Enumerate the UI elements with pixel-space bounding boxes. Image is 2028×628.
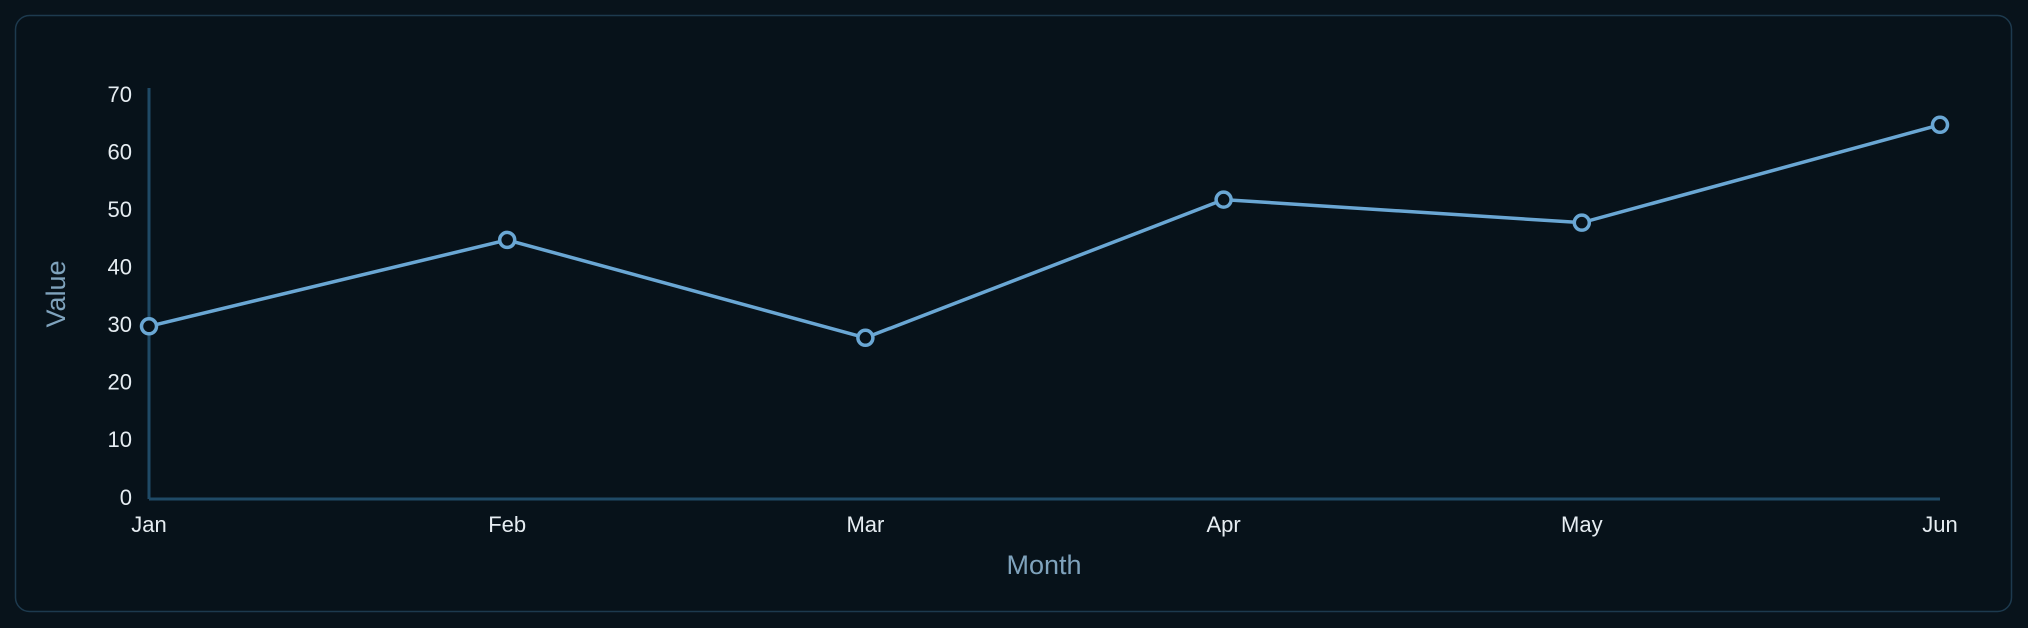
y-tick-label: 60 <box>108 139 132 164</box>
point <box>497 230 517 250</box>
y-tick-label: 10 <box>108 427 132 452</box>
y-tick-label: 70 <box>108 82 132 107</box>
x-tick-label: Jan <box>131 512 166 537</box>
x-tick-label: Apr <box>1206 512 1240 537</box>
x-tick-label: Feb <box>488 512 526 537</box>
x-axis-title: Month <box>1006 550 1081 580</box>
point <box>139 317 159 336</box>
card <box>14 14 2013 613</box>
x-tick-label: Jun <box>1922 512 1957 537</box>
y-tick-label: 0 <box>120 485 132 510</box>
y-tick-label: 40 <box>108 255 132 280</box>
x-tick-label: May <box>1561 512 1603 537</box>
line <box>148 123 1941 340</box>
y-tick-label: 20 <box>108 370 132 395</box>
point <box>1214 190 1233 209</box>
point <box>1572 213 1592 232</box>
y-tick-label: 50 <box>108 197 132 222</box>
y-axis-title: Value <box>41 260 71 327</box>
point <box>1930 115 1950 135</box>
y-tick-label: 30 <box>108 312 132 337</box>
x-tick-label: Mar <box>846 512 884 537</box>
point <box>856 328 875 348</box>
